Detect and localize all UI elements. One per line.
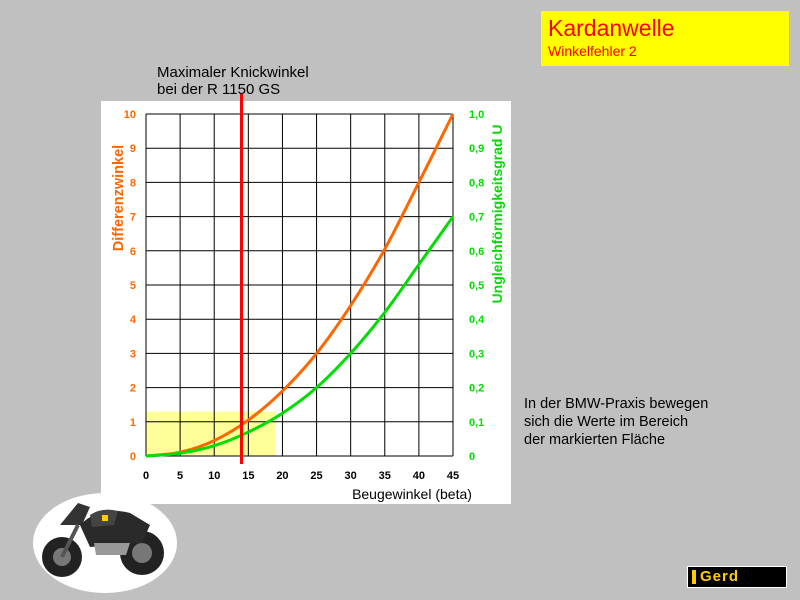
y-right-tick-label: 0,1 <box>469 417 484 429</box>
x-tick-label: 40 <box>413 470 425 482</box>
page-title: Kardanwelle <box>548 15 675 41</box>
logo-text: Gerd <box>700 568 740 585</box>
note-line1: In der BMW-Praxis bewegen <box>524 396 709 412</box>
highlight-region <box>146 411 276 456</box>
title-box: Kardanwelle Winkelfehler 2 <box>541 11 789 66</box>
y-left-tick-label: 10 <box>124 109 136 121</box>
x-tick-label: 10 <box>208 470 220 482</box>
y-right-axis-label: Ungleichförmigkeitsgrad U <box>489 125 505 304</box>
series-line-ungleichfoermigkeit <box>145 215 455 458</box>
gerd-logo: Gerd <box>687 566 787 588</box>
note-text: In der BMW-Praxis bewegen sich die Werte… <box>524 395 708 449</box>
x-tick-label: 45 <box>447 470 459 482</box>
y-right-tick-label: 0 <box>469 451 475 463</box>
marker-label-line2: bei der R 1150 GS <box>157 81 281 98</box>
y-right-tick-label: 0,3 <box>469 348 484 360</box>
marker-label-line1: Maximaler Knickwinkel <box>157 64 309 81</box>
note-line2: sich die Werte im Bereich <box>524 414 689 430</box>
x-tick-label: 15 <box>242 470 254 482</box>
y-right-tick-label: 1,0 <box>469 109 484 121</box>
y-left-tick-label: 7 <box>130 212 136 224</box>
x-tick-label: 20 <box>276 470 288 482</box>
x-axis-label: Beugewinkel (beta) <box>352 486 472 502</box>
y-right-tick-label: 0,9 <box>469 143 484 155</box>
x-tick-label: 30 <box>345 470 357 482</box>
y-left-tick-label: 6 <box>130 246 136 258</box>
y-left-tick-label: 8 <box>130 177 136 189</box>
motorcycle-image <box>33 493 177 593</box>
y-left-tick-label: 0 <box>130 451 136 463</box>
y-left-tick-label: 3 <box>130 348 136 360</box>
y-right-tick-label: 0,6 <box>469 246 484 258</box>
y-left-tick-label: 2 <box>130 383 136 395</box>
x-tick-label: 0 <box>143 470 149 482</box>
y-left-axis-label: Differenzwinkel <box>111 145 127 251</box>
series-line-differenzwinkel <box>145 113 455 458</box>
x-tick-label: 5 <box>177 470 183 482</box>
y-left-tick-label: 9 <box>130 143 136 155</box>
note-line3: der markierten Fläche <box>524 432 666 448</box>
x-tick-label: 35 <box>379 470 391 482</box>
y-right-tick-label: 0,8 <box>469 177 484 189</box>
y-right-tick-label: 0,2 <box>469 383 484 395</box>
y-right-tick-label: 0,7 <box>469 212 484 224</box>
y-left-tick-label: 1 <box>130 417 136 429</box>
y-left-tick-label: 4 <box>130 314 137 326</box>
y-right-tick-label: 0,4 <box>469 314 485 326</box>
page-subtitle: Winkelfehler 2 <box>548 43 637 59</box>
y-right-tick-label: 0,5 <box>469 280 484 292</box>
x-tick-label: 25 <box>310 470 322 482</box>
y-left-tick-label: 5 <box>130 280 136 292</box>
